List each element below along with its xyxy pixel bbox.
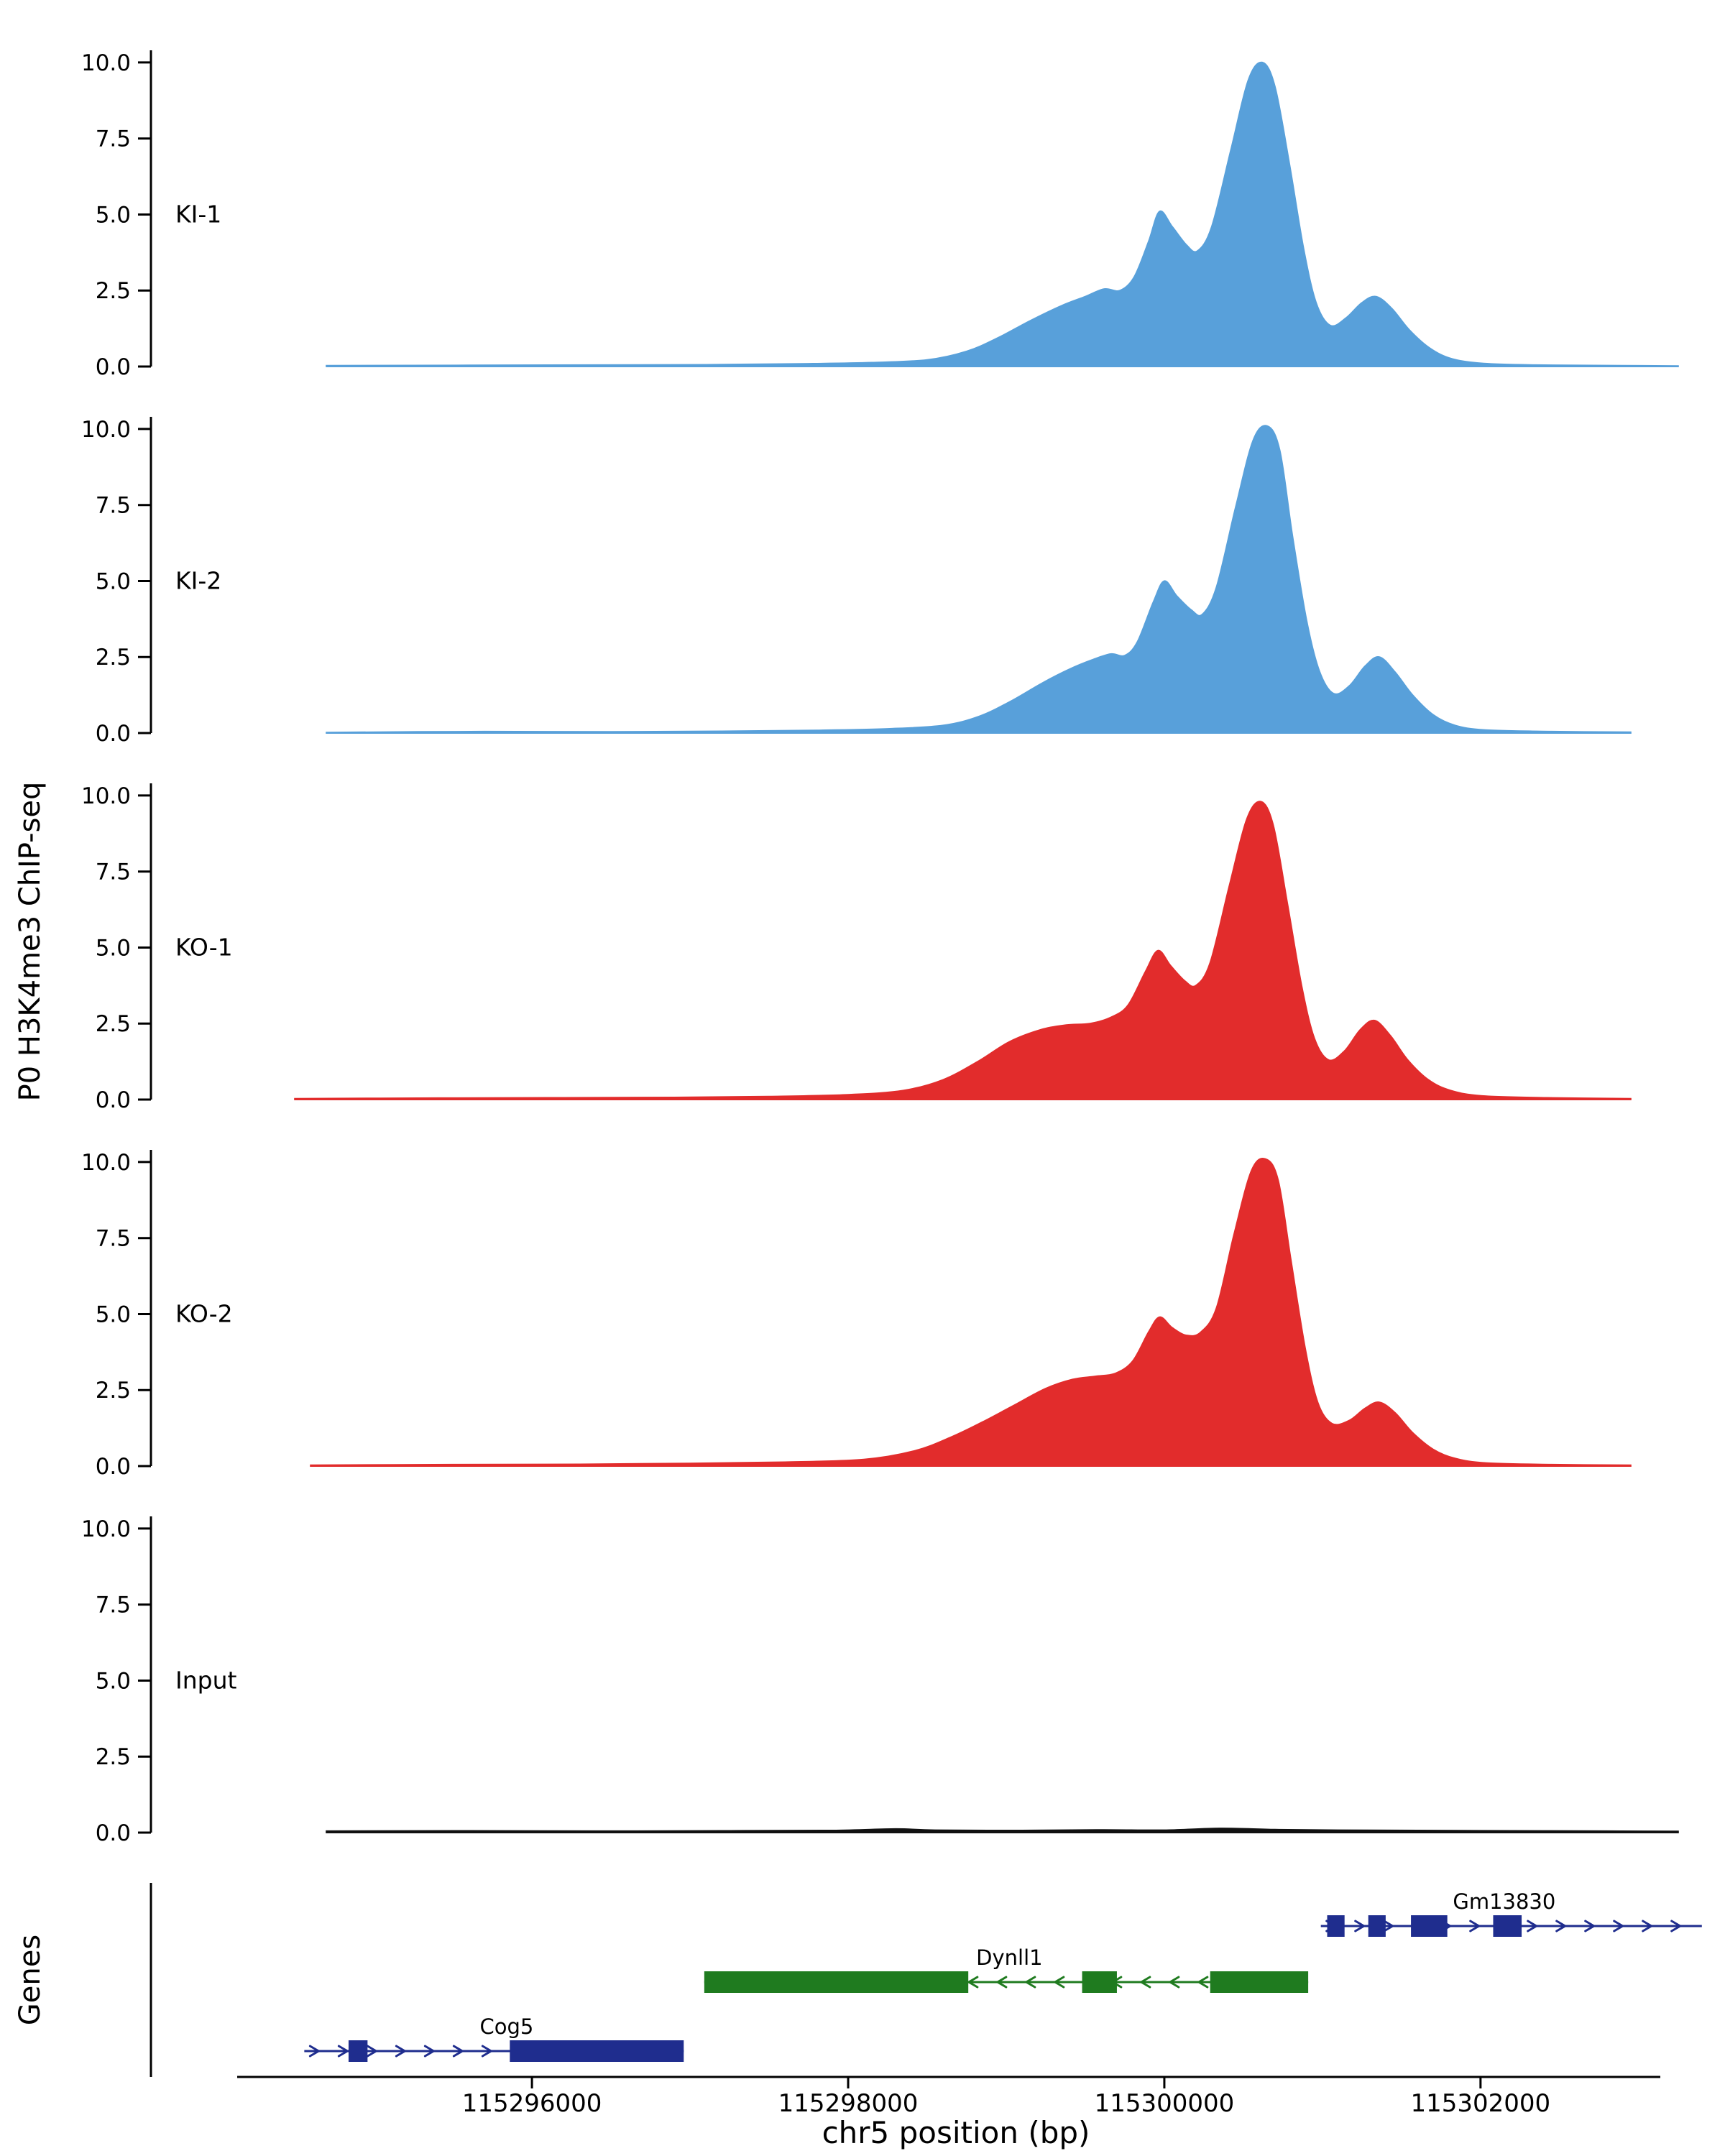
x-axis-title: chr5 position (bp) — [822, 2115, 1090, 2150]
genes-layer: Gm13830 Dynll1 Cog5 — [150, 1883, 1702, 2077]
track-ko-1: 0.0 2.5 5.0 7.5 10.0 KO-1 — [81, 783, 1632, 1113]
strand-arrow-icon — [1169, 1976, 1180, 1989]
strand-arrow-icon — [337, 2045, 349, 2058]
gene-cog5: Cog5 — [304, 2014, 684, 2062]
strand-arrow-icon — [1642, 1920, 1653, 1932]
strand-arrow-icon — [1527, 1920, 1538, 1932]
gene-label: Dynll1 — [976, 1945, 1042, 1970]
y-tick-label: 0.0 — [96, 1820, 131, 1846]
strand-arrow-icon — [1383, 1920, 1394, 1932]
x-tick-label: 115296000 — [462, 2089, 602, 2118]
exon-box — [1368, 1915, 1386, 1937]
y-tick-label: 7.5 — [96, 1593, 131, 1618]
gene-label: Gm13830 — [1453, 1889, 1555, 1914]
x-tick-label: 115302000 — [1411, 2089, 1551, 2118]
y-tick-label: 5.0 — [96, 568, 131, 594]
exon-box — [704, 1971, 969, 1993]
y-tick-label: 10.0 — [81, 50, 131, 76]
strand-arrow-icon — [1469, 1920, 1481, 1932]
signal-tracks-layer: 0.0 2.5 5.0 7.5 10.0 KI-1 0.0 2.5 5.0 7.5 10.0 KI-2… — [81, 50, 1679, 1846]
y-tick-label: 2.5 — [96, 645, 131, 671]
signal-area — [294, 801, 1632, 1100]
exon-box — [510, 2040, 684, 2062]
strand-arrow-icon — [1613, 1920, 1624, 1932]
signal-area — [310, 1157, 1632, 1467]
strand-arrow-icon — [1054, 1976, 1065, 1989]
strand-arrow-icon — [1584, 1920, 1596, 1932]
strand-arrow-icon — [1140, 1976, 1151, 1989]
y-tick-label: 2.5 — [96, 1011, 131, 1037]
track-ki-1: 0.0 2.5 5.0 7.5 10.0 KI-1 — [81, 50, 1679, 380]
track-label: KI-2 — [175, 566, 221, 594]
strand-arrow-icon — [481, 2045, 492, 2058]
strand-arrow-icon — [967, 1976, 979, 1989]
gene-dynll1: Dynll1 — [704, 1945, 1309, 1993]
signal-area — [326, 1828, 1679, 1833]
track-ko-2: 0.0 2.5 5.0 7.5 10.0 KO-2 — [81, 1150, 1632, 1480]
strand-arrow-icon — [1555, 1920, 1567, 1932]
gene-label: Cog5 — [479, 2014, 533, 2039]
track-label: KI-1 — [175, 200, 221, 228]
gene-gm13830: Gm13830 — [1320, 1889, 1702, 1937]
track-label: Input — [175, 1666, 237, 1694]
y-tick-label: 0.0 — [96, 354, 131, 380]
signal-area — [326, 61, 1679, 367]
y-tick-label: 5.0 — [96, 202, 131, 228]
y-tick-label: 5.0 — [96, 935, 131, 961]
y-tick-label: 10.0 — [81, 417, 131, 443]
y-tick-label: 2.5 — [96, 1378, 131, 1404]
strand-arrow-icon — [308, 2045, 320, 2058]
y-tick-label: 10.0 — [81, 783, 131, 809]
track-input: 0.0 2.5 5.0 7.5 10.0 Input — [81, 1516, 1679, 1846]
y-tick-label: 7.5 — [96, 860, 131, 885]
y-axis-title: P0 H3K4me3 ChIP-seq — [14, 782, 47, 1102]
y-tick-label: 7.5 — [96, 126, 131, 152]
y-tick-label: 7.5 — [96, 1226, 131, 1252]
signal-area — [326, 425, 1632, 734]
exon-box — [348, 2040, 368, 2062]
strand-arrow-icon — [366, 2045, 377, 2058]
exon-box — [1210, 1971, 1309, 1993]
y-tick-label: 5.0 — [96, 1668, 131, 1694]
y-tick-label: 2.5 — [96, 1744, 131, 1770]
y-tick-label: 7.5 — [96, 493, 131, 519]
track-label: KO-2 — [175, 1299, 233, 1327]
y-tick-label: 0.0 — [96, 721, 131, 747]
strand-arrow-icon — [1670, 1920, 1682, 1932]
exon-box — [1493, 1915, 1522, 1937]
strand-arrow-icon — [452, 2045, 464, 2058]
y-tick-label: 0.0 — [96, 1454, 131, 1480]
y-tick-label: 2.5 — [96, 278, 131, 304]
strand-arrow-icon — [1354, 1920, 1366, 1932]
x-tick-label: 115300000 — [1095, 2089, 1235, 2118]
y-tick-label: 10.0 — [81, 1516, 131, 1542]
genes-axis-title: Genes — [14, 1935, 47, 2025]
strand-arrow-icon — [423, 2045, 435, 2058]
strand-arrow-icon — [1025, 1976, 1036, 1989]
x-tick-label: 115298000 — [778, 2089, 919, 2118]
track-label: KO-1 — [175, 933, 233, 961]
strand-arrow-icon — [395, 2045, 406, 2058]
y-tick-label: 0.0 — [96, 1087, 131, 1113]
x-axis-layer: 115296000 115298000 115300000 115302000 — [237, 2076, 1660, 2118]
y-tick-label: 10.0 — [81, 1150, 131, 1176]
exon-box — [1411, 1915, 1448, 1937]
exon-box — [1327, 1915, 1345, 1937]
track-ki-2: 0.0 2.5 5.0 7.5 10.0 KI-2 — [81, 417, 1632, 747]
y-tick-label: 5.0 — [96, 1302, 131, 1327]
strand-arrow-icon — [996, 1976, 1008, 1989]
strand-arrow-icon — [1197, 1976, 1209, 1989]
exon-box — [1082, 1971, 1117, 1993]
